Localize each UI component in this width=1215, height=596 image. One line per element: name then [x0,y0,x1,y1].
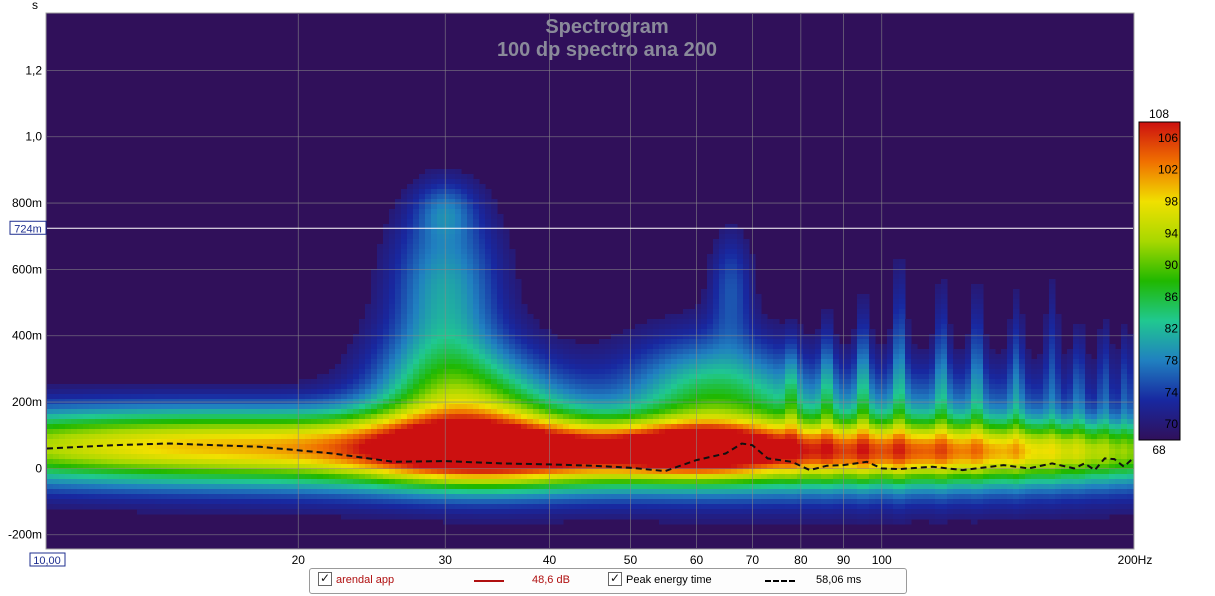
y-tick-label: -200m [8,528,42,542]
colorbar-tick-label: 106 [1158,131,1178,145]
colorbar-tick-label: 74 [1165,385,1179,399]
cursor-label-box [9,220,47,235]
legend-label-1: arendal app [336,574,395,586]
legend-line-1 [474,580,504,582]
colorbar-tick-label: 90 [1165,258,1179,272]
x-tick-label: 80 [794,553,808,567]
x-tick-label: 100 [872,553,892,567]
x-tick-label: 20 [292,553,306,567]
y-tick-label: 1,2 [25,63,42,77]
colorbar-tick-label: 94 [1165,226,1179,240]
checkbox-series-1[interactable] [318,571,332,586]
legend-line-2 [765,580,795,582]
x-tick-label: 40 [543,553,557,567]
colorbar-tick-label: 108 [1149,107,1169,121]
cursor-label: 724m [14,223,42,235]
chart-title: Spectrogram [545,16,668,38]
x-tick-label: 60 [690,553,704,567]
y-tick-label: 600m [12,262,42,276]
chart-subtitle: 100 dp spectro ana 200 [497,39,717,61]
x-cursor-box [29,552,66,567]
y-tick-label: 1,0 [25,130,42,144]
legend-value-2: 58,06 ms [816,574,862,586]
colorbar-tick-label: 82 [1165,322,1179,336]
colorbar-tick-label: 68 [1152,443,1166,457]
y-tick-label: 0 [35,461,42,475]
legend-value-1: 48,6 dB [532,574,570,586]
colorbar-tick-label: 86 [1165,290,1179,304]
x-tick-label: 30 [439,553,453,567]
colorbar-tick-label: 98 [1165,195,1179,209]
colorbar-tick-label: 78 [1165,354,1179,368]
y-tick-label: 800m [12,196,42,210]
x-tick-label: 50 [624,553,638,567]
x-tick-label: 200Hz [1118,553,1153,567]
x-tick-label: 70 [746,553,760,567]
colorbar-gradient [1138,121,1181,441]
legend-label-2: Peak energy time [626,574,712,586]
checkbox-series-2[interactable] [608,571,622,586]
x-tick-label: 10,00 [33,555,61,567]
legend: arendal app 48,6 dB Peak energy time 58,… [309,568,907,594]
colorbar-tick-label: 70 [1165,417,1179,431]
x-tick-label: 90 [837,553,851,567]
y-unit-label: s [32,0,38,12]
y-tick-label: 400m [12,329,42,343]
peak-energy-time-line [46,442,1134,473]
colorbar-tick-label: 102 [1158,163,1178,177]
y-tick-label: 200m [12,395,42,409]
